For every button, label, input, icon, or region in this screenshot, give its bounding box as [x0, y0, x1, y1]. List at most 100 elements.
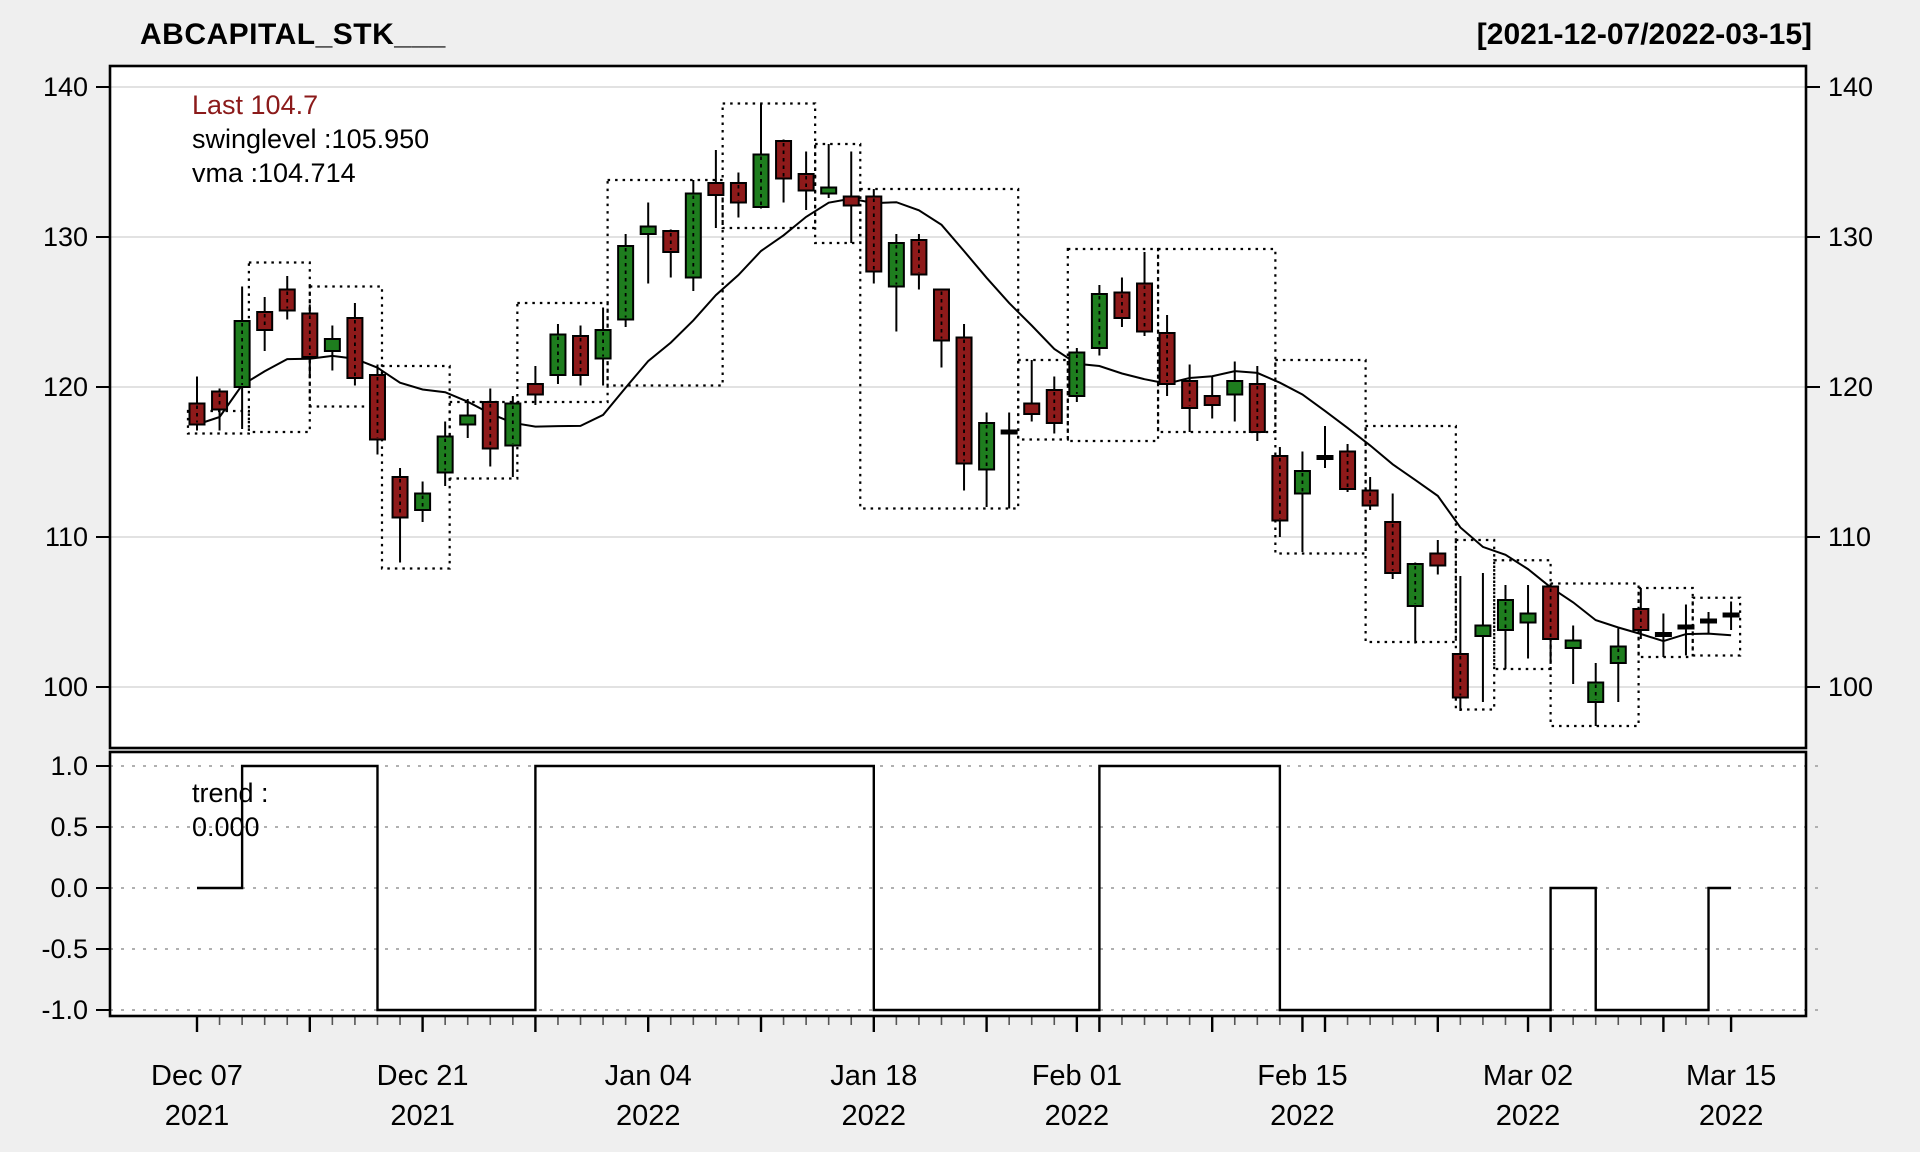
candle: [978, 412, 996, 507]
candle: [1248, 366, 1266, 441]
candle: [1632, 588, 1650, 639]
candle: [1587, 663, 1605, 726]
trend-axis-labels: 1.0 0.5 0.0 -0.5 -1.0: [41, 751, 110, 1025]
candle: [572, 325, 590, 386]
candle: [1361, 477, 1379, 510]
svg-text:140: 140: [1828, 72, 1873, 102]
candles: [188, 103, 1740, 726]
candle: [955, 324, 973, 491]
candle: [910, 234, 928, 290]
svg-text:110: 110: [1828, 522, 1871, 552]
candle: [1339, 444, 1357, 492]
chart-title: ABCAPITAL_STK___: [140, 18, 446, 51]
y-axis-labels: 140 140 130 130 120 120 110 110 100 100: [43, 72, 1873, 702]
swinglevel-label: swinglevel :105.950: [192, 124, 430, 154]
svg-text:Mar 02: Mar 02: [1483, 1060, 1573, 1092]
candle: [436, 421, 454, 486]
svg-text:140: 140: [43, 72, 88, 102]
candle: [1564, 625, 1582, 684]
candle: [1384, 493, 1402, 579]
candle: [1677, 604, 1695, 656]
candle: [323, 325, 341, 371]
candle: [1519, 585, 1537, 659]
candle: [932, 288, 950, 368]
svg-text:120: 120: [1828, 372, 1873, 402]
vma-label: vma :104.714: [192, 158, 356, 188]
trend-legend: trend : 0.000: [192, 776, 269, 844]
candle: [820, 144, 838, 198]
trend-line: [197, 764, 1732, 1012]
last-price-label: Last 104.7: [192, 90, 319, 120]
svg-text:0.5: 0.5: [50, 812, 88, 842]
candle: [504, 396, 522, 477]
date-range-label: [2021-12-07/2022-03-15]: [1476, 18, 1812, 51]
candle: [188, 376, 206, 431]
svg-text:Dec 07: Dec 07: [151, 1060, 243, 1092]
svg-text:2021: 2021: [390, 1100, 455, 1132]
candle: [1158, 315, 1176, 396]
svg-text:100: 100: [1828, 672, 1873, 702]
candle: [414, 481, 432, 522]
svg-text:Feb 01: Feb 01: [1032, 1060, 1122, 1092]
candle: [1181, 364, 1199, 432]
candle: [1722, 601, 1740, 630]
candle: [707, 150, 725, 228]
candle: [526, 366, 544, 405]
svg-text:1.0: 1.0: [50, 751, 88, 781]
svg-text:Jan 18: Jan 18: [830, 1060, 917, 1092]
candle: [1542, 583, 1560, 663]
candle: [1226, 361, 1244, 422]
svg-text:2022: 2022: [1045, 1100, 1110, 1132]
candle: [594, 307, 612, 386]
svg-text:-0.5: -0.5: [41, 934, 88, 964]
candle: [481, 388, 499, 467]
svg-text:0.0: 0.0: [50, 873, 88, 903]
candle: [1045, 376, 1063, 434]
panel-borders: [108, 64, 1808, 1018]
candle: [1406, 562, 1424, 644]
panel-backgrounds: [110, 66, 1806, 1016]
candle: [368, 364, 386, 455]
price-legend: Last 104.7 swinglevel :105.950 vma :104.…: [192, 88, 429, 190]
candle: [1113, 277, 1131, 327]
candle: [842, 151, 860, 243]
svg-text:Feb 15: Feb 15: [1257, 1060, 1347, 1092]
candle: [1474, 573, 1492, 702]
candle: [1068, 348, 1086, 402]
candle: [1654, 613, 1672, 657]
svg-text:120: 120: [43, 372, 88, 402]
candle: [752, 103, 770, 209]
candle: [639, 202, 657, 284]
svg-text:110: 110: [45, 522, 88, 552]
candle: [1136, 252, 1154, 336]
candle: [1203, 376, 1221, 419]
trend-name-label: trend :: [192, 778, 269, 808]
candle: [797, 151, 815, 210]
svg-text:130: 130: [1828, 222, 1873, 252]
candle: [1090, 285, 1108, 356]
candle: [1700, 612, 1718, 633]
svg-text:2022: 2022: [1270, 1100, 1335, 1132]
candle: [233, 286, 251, 429]
trend-value-label: 0.000: [192, 812, 260, 842]
candle: [617, 234, 635, 327]
candle: [1451, 576, 1469, 711]
svg-text:2022: 2022: [616, 1100, 681, 1132]
candle: [1293, 451, 1311, 552]
candle: [1271, 447, 1289, 537]
svg-text:100: 100: [43, 672, 88, 702]
svg-text:2022: 2022: [1699, 1100, 1764, 1132]
candle: [887, 234, 905, 332]
candle: [1000, 412, 1018, 509]
svg-text:Mar 15: Mar 15: [1686, 1060, 1776, 1092]
candle: [684, 180, 702, 291]
candle: [549, 324, 567, 384]
candle: [1429, 540, 1447, 575]
candle: [662, 229, 680, 278]
candle: [775, 139, 793, 203]
candle: [865, 189, 883, 284]
candle: [1316, 426, 1334, 468]
candle: [256, 297, 274, 351]
